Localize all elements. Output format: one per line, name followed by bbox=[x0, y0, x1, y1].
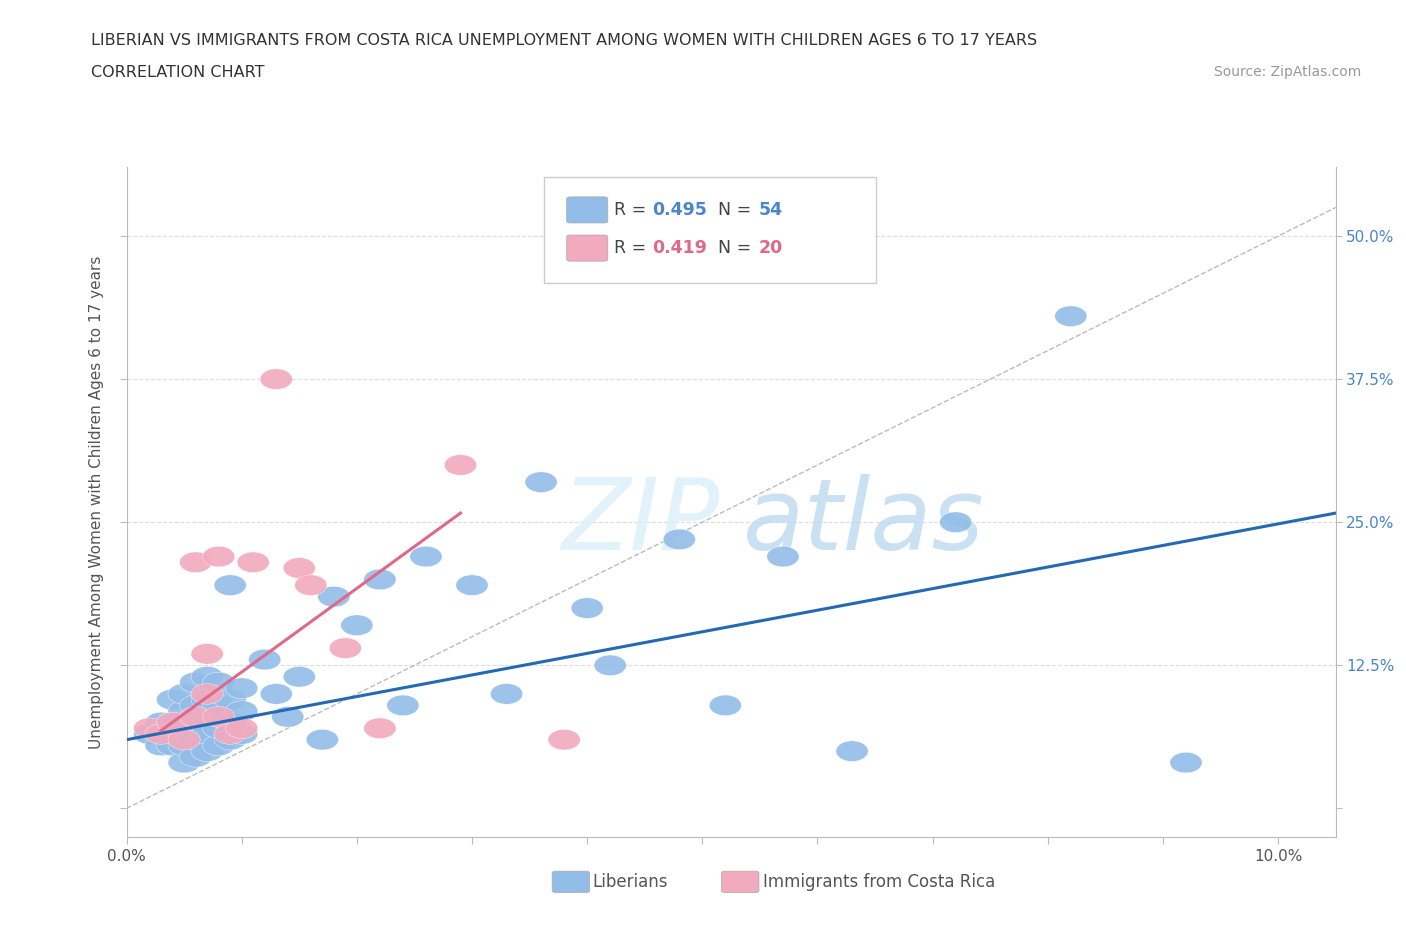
Text: CORRELATION CHART: CORRELATION CHART bbox=[91, 65, 264, 80]
FancyBboxPatch shape bbox=[567, 197, 607, 223]
Ellipse shape bbox=[167, 735, 200, 756]
Ellipse shape bbox=[271, 707, 304, 727]
Ellipse shape bbox=[307, 729, 339, 750]
Ellipse shape bbox=[709, 695, 741, 716]
Ellipse shape bbox=[387, 695, 419, 716]
Ellipse shape bbox=[571, 598, 603, 618]
Ellipse shape bbox=[456, 575, 488, 595]
Text: 20: 20 bbox=[759, 239, 783, 258]
Ellipse shape bbox=[837, 741, 868, 762]
Ellipse shape bbox=[214, 689, 246, 710]
Ellipse shape bbox=[156, 712, 188, 733]
Ellipse shape bbox=[1054, 306, 1087, 326]
Y-axis label: Unemployment Among Women with Children Ages 6 to 17 years: Unemployment Among Women with Children A… bbox=[89, 256, 104, 749]
Ellipse shape bbox=[180, 552, 212, 573]
Ellipse shape bbox=[340, 615, 373, 635]
Ellipse shape bbox=[180, 747, 212, 767]
Ellipse shape bbox=[364, 569, 396, 590]
Ellipse shape bbox=[202, 707, 235, 727]
Ellipse shape bbox=[167, 684, 200, 704]
Ellipse shape bbox=[491, 684, 523, 704]
Text: LIBERIAN VS IMMIGRANTS FROM COSTA RICA UNEMPLOYMENT AMONG WOMEN WITH CHILDREN AG: LIBERIAN VS IMMIGRANTS FROM COSTA RICA U… bbox=[91, 33, 1038, 47]
Text: ZIP: ZIP bbox=[561, 473, 718, 571]
Ellipse shape bbox=[191, 707, 224, 727]
Ellipse shape bbox=[444, 455, 477, 475]
Ellipse shape bbox=[167, 752, 200, 773]
Ellipse shape bbox=[134, 718, 166, 738]
Ellipse shape bbox=[167, 729, 200, 750]
Ellipse shape bbox=[214, 712, 246, 733]
Ellipse shape bbox=[180, 729, 212, 750]
Ellipse shape bbox=[329, 638, 361, 658]
Ellipse shape bbox=[318, 586, 350, 607]
Ellipse shape bbox=[766, 546, 799, 567]
Ellipse shape bbox=[939, 512, 972, 533]
Ellipse shape bbox=[191, 741, 224, 762]
Text: N =: N = bbox=[707, 239, 756, 258]
Ellipse shape bbox=[191, 667, 224, 687]
Ellipse shape bbox=[202, 672, 235, 693]
Text: Liberians: Liberians bbox=[592, 873, 668, 891]
Ellipse shape bbox=[191, 724, 224, 744]
Ellipse shape bbox=[156, 735, 188, 756]
Ellipse shape bbox=[180, 707, 212, 727]
Text: 54: 54 bbox=[759, 201, 783, 219]
FancyBboxPatch shape bbox=[721, 871, 759, 893]
Ellipse shape bbox=[548, 729, 581, 750]
Text: R =: R = bbox=[614, 201, 651, 219]
Ellipse shape bbox=[295, 575, 328, 595]
Ellipse shape bbox=[260, 369, 292, 390]
Ellipse shape bbox=[214, 729, 246, 750]
Ellipse shape bbox=[202, 546, 235, 567]
Ellipse shape bbox=[1170, 752, 1202, 773]
FancyBboxPatch shape bbox=[553, 871, 589, 893]
Ellipse shape bbox=[180, 712, 212, 733]
Text: 0.419: 0.419 bbox=[652, 239, 707, 258]
FancyBboxPatch shape bbox=[544, 178, 876, 284]
Ellipse shape bbox=[156, 689, 188, 710]
Ellipse shape bbox=[167, 701, 200, 722]
Ellipse shape bbox=[595, 655, 626, 675]
Ellipse shape bbox=[225, 701, 257, 722]
FancyBboxPatch shape bbox=[567, 235, 607, 261]
Ellipse shape bbox=[180, 695, 212, 716]
Ellipse shape bbox=[167, 718, 200, 738]
Ellipse shape bbox=[225, 718, 257, 738]
Ellipse shape bbox=[145, 712, 177, 733]
Ellipse shape bbox=[225, 678, 257, 698]
Ellipse shape bbox=[202, 718, 235, 738]
Ellipse shape bbox=[156, 712, 188, 733]
Ellipse shape bbox=[180, 672, 212, 693]
Ellipse shape bbox=[214, 724, 246, 744]
Ellipse shape bbox=[225, 724, 257, 744]
Ellipse shape bbox=[134, 724, 166, 744]
Ellipse shape bbox=[249, 649, 281, 670]
Text: 0.495: 0.495 bbox=[652, 201, 707, 219]
Ellipse shape bbox=[260, 684, 292, 704]
Ellipse shape bbox=[283, 558, 315, 578]
Text: atlas: atlas bbox=[744, 473, 984, 571]
Text: Source: ZipAtlas.com: Source: ZipAtlas.com bbox=[1213, 65, 1361, 79]
Ellipse shape bbox=[191, 684, 224, 704]
Ellipse shape bbox=[202, 695, 235, 716]
Ellipse shape bbox=[214, 575, 246, 595]
Ellipse shape bbox=[364, 718, 396, 738]
Ellipse shape bbox=[145, 735, 177, 756]
Ellipse shape bbox=[145, 724, 177, 744]
Text: Immigrants from Costa Rica: Immigrants from Costa Rica bbox=[762, 873, 995, 891]
Ellipse shape bbox=[202, 735, 235, 756]
Ellipse shape bbox=[238, 552, 270, 573]
Text: N =: N = bbox=[707, 201, 756, 219]
Ellipse shape bbox=[191, 644, 224, 664]
Text: R =: R = bbox=[614, 239, 651, 258]
Ellipse shape bbox=[664, 529, 696, 550]
Ellipse shape bbox=[409, 546, 441, 567]
Ellipse shape bbox=[524, 472, 557, 493]
Ellipse shape bbox=[191, 689, 224, 710]
Ellipse shape bbox=[283, 667, 315, 687]
